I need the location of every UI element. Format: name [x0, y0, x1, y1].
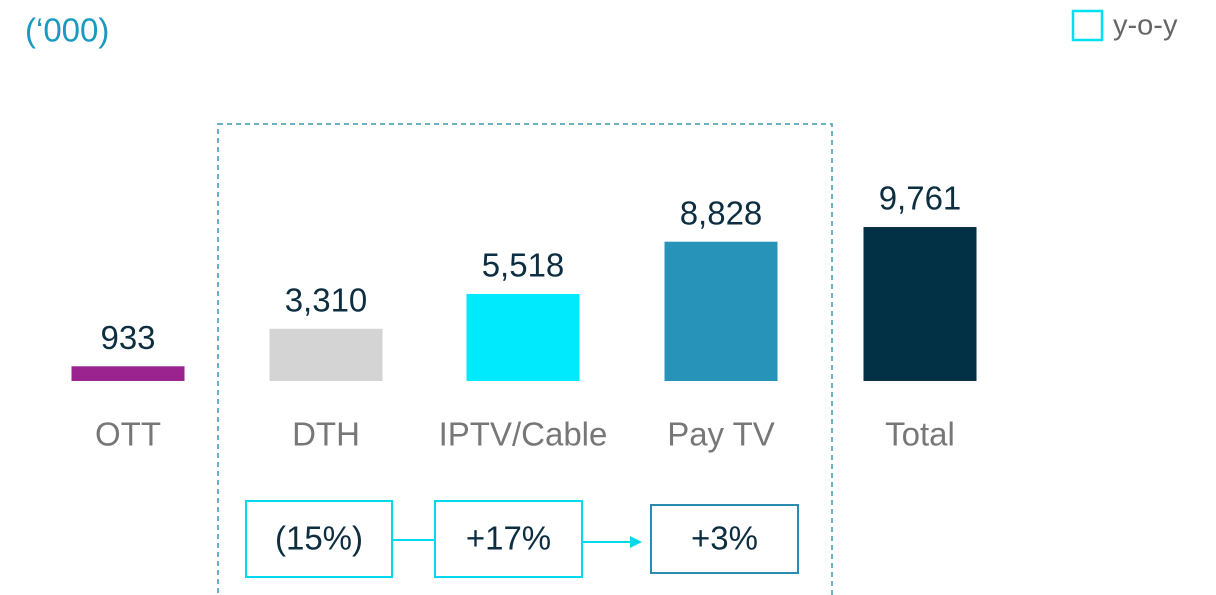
bar: [71, 366, 185, 381]
category-label: Total: [885, 416, 955, 453]
value-label: 8,828: [680, 194, 763, 231]
category-label: OTT: [95, 416, 161, 453]
bar: [269, 328, 383, 381]
bar: [863, 227, 977, 381]
value-label: 933: [100, 319, 155, 356]
arrow-head: [630, 536, 642, 548]
category-label: IPTV/Cable: [439, 416, 608, 453]
legend-swatch: [1071, 9, 1104, 42]
value-label: 3,310: [285, 281, 368, 318]
category-label: DTH: [292, 416, 360, 453]
bar: [664, 241, 778, 381]
bar: [466, 293, 580, 381]
yoy-label: +17%: [466, 520, 551, 557]
group-box: [217, 123, 833, 595]
yoy-label: (15%): [275, 520, 363, 557]
value-label: 9,761: [879, 180, 962, 217]
category-label: Pay TV: [667, 416, 775, 453]
value-label: 5,518: [482, 247, 565, 284]
legend-label: y-o-y: [1113, 10, 1178, 42]
yoy-label: +3%: [691, 520, 758, 557]
yoy-box: [245, 500, 393, 578]
unit-label: (‘000): [25, 12, 109, 49]
yoy-box: [650, 504, 799, 574]
yoy-box: [434, 500, 583, 578]
